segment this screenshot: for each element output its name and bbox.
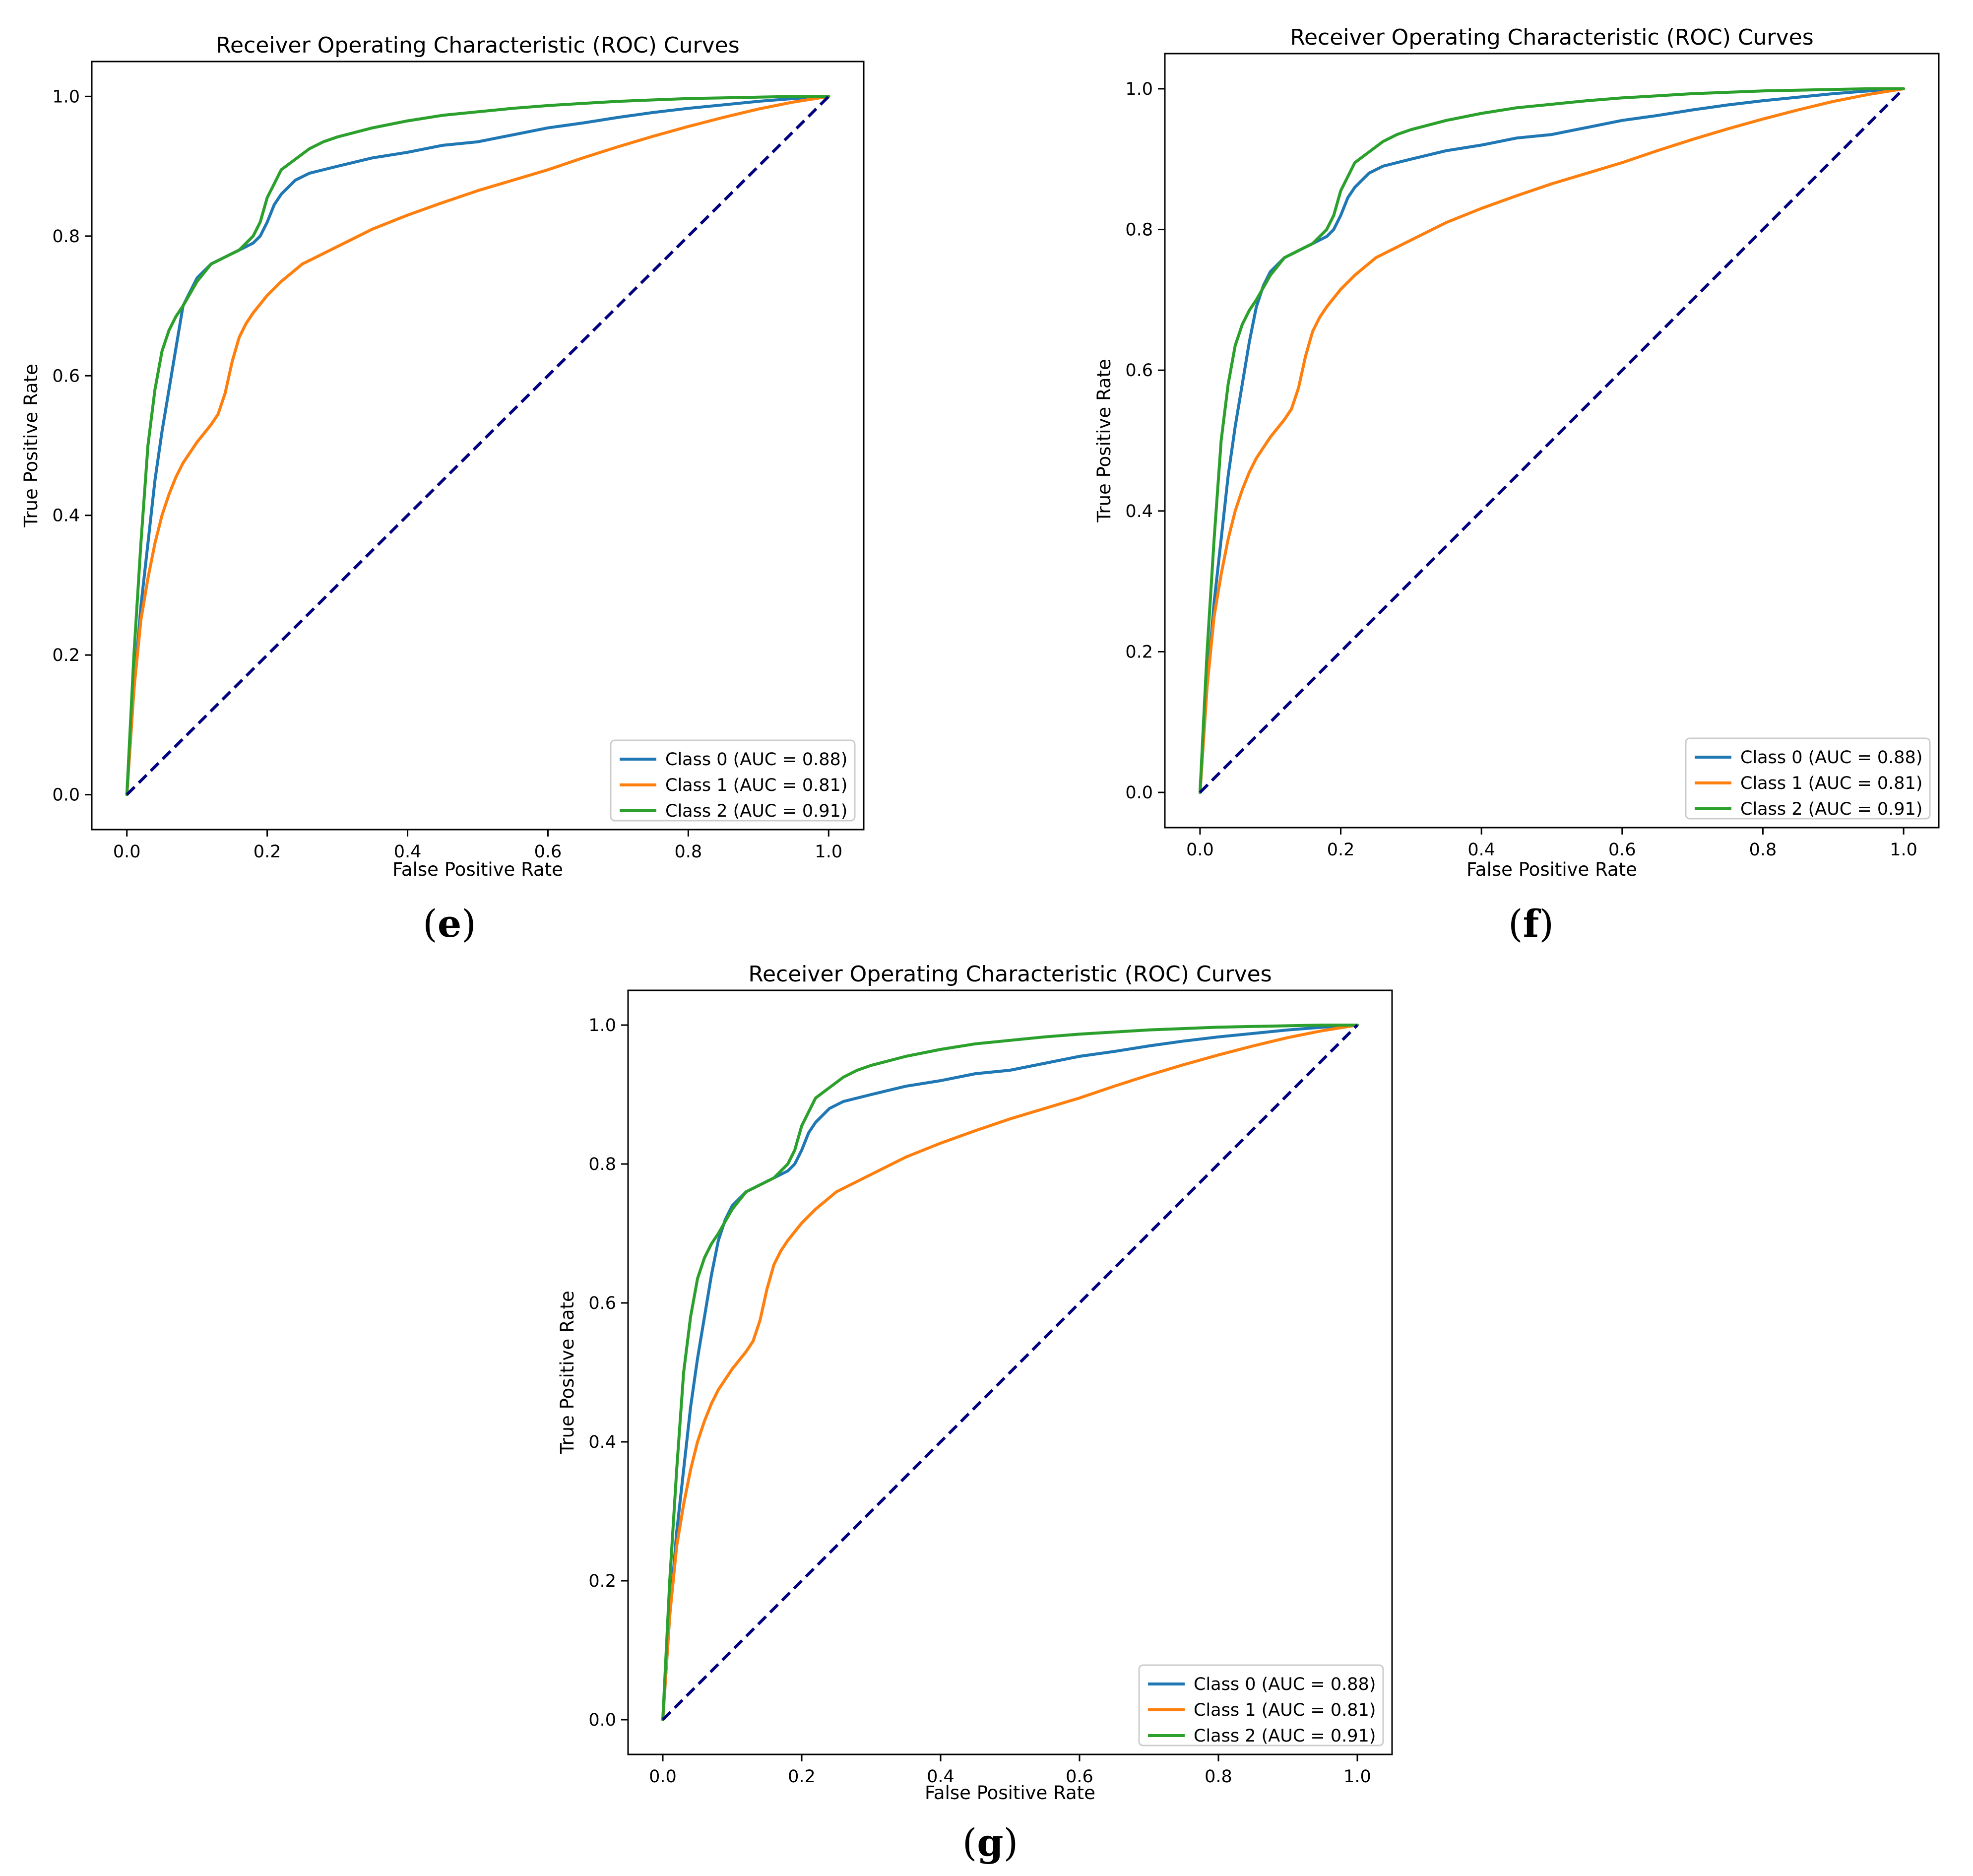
roc-curve-class-0 bbox=[661, 1024, 1359, 1721]
x-tick-label: 0.6 bbox=[534, 842, 562, 862]
x-axis-label: False Positive Rate bbox=[1466, 859, 1637, 880]
x-tick-label: 1.0 bbox=[815, 842, 842, 862]
y-tick-label: 0.2 bbox=[52, 646, 80, 665]
x-tick-label: 0.2 bbox=[1327, 840, 1355, 860]
chart-title: Receiver Operating Characteristic (ROC) … bbox=[216, 33, 739, 58]
y-tick-label: 0.2 bbox=[1125, 642, 1153, 662]
legend-label-class-0: Class 0 (AUC = 0.88) bbox=[665, 750, 847, 770]
x-tick-label: 0.4 bbox=[394, 842, 422, 862]
x-tick-label: 0.4 bbox=[1467, 840, 1495, 860]
y-axis-label: True Positive Rate bbox=[20, 364, 42, 528]
roc-curve-class-1 bbox=[661, 1024, 1359, 1721]
plot-frame bbox=[1164, 53, 1940, 829]
x-tick-label: 0.2 bbox=[254, 842, 281, 862]
roc-curve-class-2 bbox=[125, 95, 830, 796]
x-axis-label: False Positive Rate bbox=[925, 1782, 1095, 1804]
roc-curve-class-1 bbox=[125, 95, 830, 796]
y-tick-label: 0.8 bbox=[588, 1155, 616, 1174]
legend-label-class-2: Class 2 (AUC = 0.91) bbox=[665, 801, 847, 821]
y-tick-label: 0.2 bbox=[588, 1571, 616, 1591]
x-tick-label: 1.0 bbox=[1343, 1767, 1371, 1787]
y-tick-label: 0.6 bbox=[1125, 361, 1153, 381]
panel-label-e: (e) bbox=[423, 902, 476, 946]
y-tick-label: 0.6 bbox=[588, 1294, 616, 1313]
y-tick-label: 0.0 bbox=[588, 1710, 616, 1730]
y-tick-label: 1.0 bbox=[52, 87, 80, 107]
y-axis-label: True Positive Rate bbox=[1093, 359, 1115, 523]
chart-title: Receiver Operating Characteristic (ROC) … bbox=[748, 962, 1272, 987]
x-tick-label: 0.4 bbox=[927, 1767, 955, 1787]
chance-diagonal-line bbox=[1199, 87, 1905, 794]
plot-frame bbox=[91, 61, 865, 831]
legend-label-class-1: Class 1 (AUC = 0.81) bbox=[665, 776, 847, 795]
x-tick-label: 0.0 bbox=[649, 1767, 677, 1787]
legend-box bbox=[1685, 737, 1931, 820]
x-tick-label: 0.8 bbox=[1749, 840, 1777, 860]
x-axis-label: False Positive Rate bbox=[392, 859, 563, 880]
legend-box bbox=[610, 739, 856, 822]
legend-box bbox=[1138, 1664, 1384, 1747]
x-tick-label: 0.6 bbox=[1066, 1767, 1093, 1787]
x-tick-label: 0.2 bbox=[788, 1767, 816, 1787]
y-tick-label: 0.0 bbox=[52, 785, 80, 805]
y-tick-label: 0.6 bbox=[52, 366, 80, 386]
chance-diagonal-line bbox=[126, 95, 830, 796]
roc-curve-class-1 bbox=[1198, 87, 1906, 794]
legend-label-class-1: Class 1 (AUC = 0.81) bbox=[1194, 1700, 1376, 1720]
y-axis-label: True Positive Rate bbox=[557, 1291, 578, 1455]
roc-curve-class-0 bbox=[1198, 87, 1906, 794]
plot-frame bbox=[627, 989, 1393, 1755]
x-tick-label: 0.0 bbox=[113, 842, 141, 862]
x-tick-label: 0.8 bbox=[1205, 1767, 1232, 1787]
roc-chart-e: Receiver Operating Characteristic (ROC) … bbox=[20, 33, 865, 880]
x-tick-label: 0.6 bbox=[1608, 840, 1636, 860]
legend-label-class-0: Class 0 (AUC = 0.88) bbox=[1194, 1675, 1376, 1694]
y-tick-label: 0.0 bbox=[1125, 783, 1153, 803]
roc-curve-class-0 bbox=[125, 95, 830, 796]
legend-label-class-0: Class 0 (AUC = 0.88) bbox=[1740, 748, 1922, 768]
y-tick-label: 0.8 bbox=[1125, 220, 1153, 240]
y-tick-label: 0.4 bbox=[52, 506, 80, 526]
x-tick-label: 0.0 bbox=[1186, 840, 1214, 860]
y-tick-label: 0.4 bbox=[588, 1432, 616, 1452]
roc-chart-f: Receiver Operating Characteristic (ROC) … bbox=[1093, 25, 1940, 880]
x-tick-label: 1.0 bbox=[1890, 840, 1917, 860]
y-tick-label: 1.0 bbox=[1125, 79, 1153, 99]
legend-label-class-2: Class 2 (AUC = 0.91) bbox=[1194, 1726, 1376, 1746]
x-tick-label: 0.8 bbox=[675, 842, 702, 862]
chart-title: Receiver Operating Characteristic (ROC) … bbox=[1290, 25, 1813, 50]
roc-curve-class-2 bbox=[661, 1024, 1359, 1721]
chance-diagonal-line bbox=[661, 1024, 1359, 1721]
y-tick-label: 0.8 bbox=[52, 227, 80, 247]
panel-label-f: (f) bbox=[1508, 902, 1554, 946]
panel-label-g: (g) bbox=[962, 1820, 1018, 1865]
legend-label-class-2: Class 2 (AUC = 0.91) bbox=[1740, 799, 1922, 819]
y-tick-label: 0.4 bbox=[1125, 502, 1153, 521]
roc-curve-class-2 bbox=[1198, 87, 1906, 794]
legend-label-class-1: Class 1 (AUC = 0.81) bbox=[1740, 774, 1922, 793]
y-tick-label: 1.0 bbox=[588, 1016, 616, 1035]
roc-chart-g: Receiver Operating Characteristic (ROC) … bbox=[557, 962, 1393, 1804]
